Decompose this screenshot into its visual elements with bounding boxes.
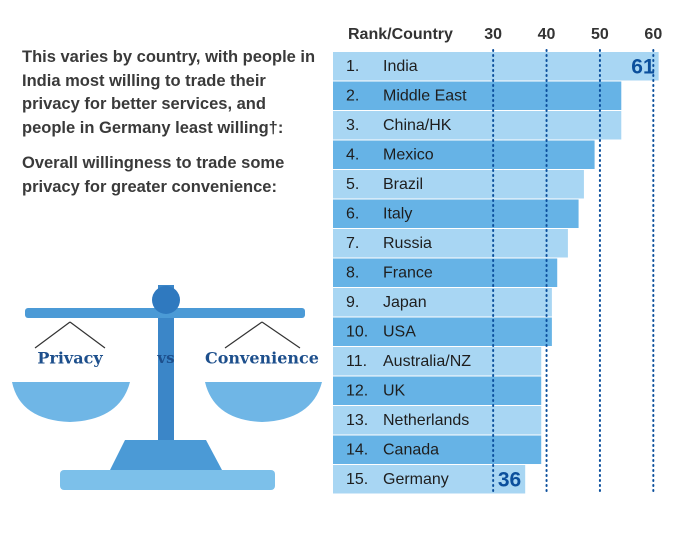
bar [333, 170, 584, 199]
bar [333, 288, 552, 317]
column-header: Rank/Country [348, 26, 453, 43]
bar [333, 258, 558, 287]
illustration-label: Privacy [37, 349, 103, 368]
category-label: Japan [383, 294, 427, 311]
rank-label: 6. [346, 205, 359, 222]
scale-illustration [12, 285, 322, 490]
bar [333, 229, 568, 258]
category-label: Brazil [383, 176, 423, 193]
rank-label: 10. [346, 323, 368, 340]
category-label: UK [383, 382, 406, 399]
rank-label: 15. [346, 471, 368, 488]
bar [333, 81, 622, 110]
rank-label: 3. [346, 117, 359, 134]
category-label: Italy [383, 205, 412, 222]
bar [333, 140, 595, 169]
rank-label: 8. [346, 264, 359, 281]
x-tick-label: 50 [591, 26, 609, 43]
bar [333, 347, 542, 376]
category-label: Germany [383, 471, 449, 488]
bar [333, 52, 659, 81]
bar [333, 376, 542, 405]
category-label: Australia/NZ [383, 353, 471, 370]
category-label: Mexico [383, 146, 434, 163]
value-label: 61 [631, 55, 655, 78]
x-tick-label: 40 [538, 26, 556, 43]
category-label: India [383, 58, 418, 75]
illustration-label: vs [156, 349, 174, 367]
category-label: Russia [383, 235, 432, 252]
illustration-label: Convenience [205, 349, 319, 368]
right-bowl [205, 382, 322, 422]
intro-text: Overall willingness to trade some privac… [22, 154, 285, 196]
rank-label: 5. [346, 176, 359, 193]
rank-label: 11. [346, 353, 367, 370]
bar [333, 199, 579, 228]
left-strings [34, 321, 106, 349]
category-label: China/HK [383, 117, 452, 134]
scale-pillar [158, 285, 174, 465]
scale-base [110, 440, 222, 470]
right-strings [224, 321, 301, 349]
rank-label: 13. [346, 412, 368, 429]
x-tick-label: 30 [484, 26, 502, 43]
scale-top [152, 286, 180, 314]
rank-label: 14. [346, 441, 368, 458]
bar [333, 317, 552, 346]
bar [333, 111, 622, 140]
rank-label: 4. [346, 146, 359, 163]
category-label: USA [383, 323, 416, 340]
category-label: France [383, 264, 433, 281]
rank-label: 7. [346, 235, 359, 252]
rank-label: 1. [346, 58, 359, 75]
category-label: Netherlands [383, 412, 469, 429]
rank-label: 2. [346, 87, 359, 104]
rank-label: 12. [346, 382, 368, 399]
scale-foot [60, 470, 275, 490]
rank-label: 9. [346, 294, 359, 311]
x-tick-label: 60 [644, 26, 662, 43]
category-label: Canada [383, 441, 439, 458]
value-label: 36 [498, 468, 521, 491]
intro-text: This varies by country, with people in I… [22, 48, 316, 137]
category-label: Middle East [383, 87, 467, 104]
bar [333, 406, 542, 435]
left-bowl [12, 382, 130, 422]
bar [333, 435, 542, 464]
